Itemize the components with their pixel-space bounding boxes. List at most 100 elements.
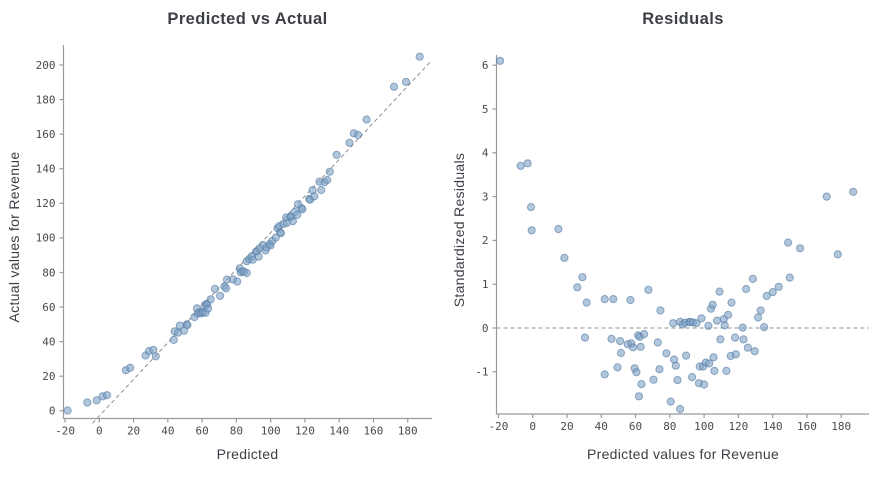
- data-point: [640, 330, 649, 339]
- data-point: [715, 287, 724, 296]
- data-point: [626, 295, 635, 305]
- data-point: [288, 217, 297, 226]
- data-point: [580, 333, 590, 342]
- data-point: [688, 373, 697, 382]
- data-point: [742, 284, 751, 294]
- x-tick-label: 100: [261, 425, 281, 438]
- data-point: [722, 366, 731, 375]
- data-point: [527, 226, 536, 235]
- data-point: [582, 298, 591, 307]
- data-point: [708, 300, 717, 309]
- data-point: [710, 366, 719, 375]
- data-point: [222, 284, 231, 293]
- data-point: [317, 185, 326, 195]
- data-point: [216, 291, 225, 300]
- y-axis-label-standardized-residuals: Standardized Residuals: [451, 152, 467, 308]
- data-point: [712, 316, 722, 325]
- data-point: [616, 337, 625, 346]
- y-tick-label: 60: [42, 301, 55, 314]
- data-point: [750, 347, 759, 356]
- data-point: [743, 343, 752, 352]
- x-tick-label: 100: [694, 420, 714, 433]
- data-point: [727, 298, 736, 307]
- data-point: [609, 295, 618, 304]
- x-tick-label: 0: [529, 420, 536, 433]
- data-point: [554, 224, 563, 234]
- data-point: [720, 321, 729, 330]
- data-point: [242, 268, 251, 278]
- y-tick-label: 120: [36, 197, 56, 210]
- data-point: [607, 334, 616, 343]
- data-point: [666, 397, 675, 406]
- y-tick-label: 6: [482, 59, 489, 72]
- x-tick-label: 120: [728, 420, 748, 433]
- x-tick-label: 120: [295, 425, 315, 438]
- axis-spines: [495, 55, 869, 415]
- data-point: [730, 333, 740, 342]
- data-point: [649, 375, 658, 384]
- data-point: [578, 273, 587, 282]
- data-point: [671, 361, 680, 370]
- data-point: [276, 229, 285, 238]
- data-point: [210, 284, 220, 293]
- x-tick-label: 160: [364, 425, 384, 438]
- y-tick-label: 4: [482, 147, 489, 160]
- y-tick-label: 80: [42, 266, 55, 279]
- data-point: [325, 167, 334, 176]
- x-tick-label: 20: [560, 420, 573, 433]
- data-point: [83, 398, 92, 407]
- x-tick-label: 160: [797, 420, 817, 433]
- data-point: [332, 150, 341, 159]
- data-point: [738, 323, 747, 332]
- axis-spines: [62, 45, 432, 420]
- data-point: [415, 52, 424, 61]
- data-point: [849, 187, 858, 196]
- data-point: [102, 391, 112, 400]
- y-tick-label: 3: [482, 190, 489, 203]
- y-tick-label: 20: [42, 370, 55, 383]
- data-point: [637, 380, 646, 389]
- x-tick-label: 0: [96, 425, 103, 438]
- x-tick-label: 20: [127, 425, 140, 438]
- data-point: [682, 351, 691, 360]
- data-point: [298, 205, 307, 214]
- data-point: [516, 161, 525, 170]
- data-point: [613, 363, 622, 372]
- x-tick-label: 60: [629, 420, 642, 433]
- data-point: [700, 380, 709, 389]
- x-tick-label: 40: [595, 420, 608, 433]
- data-point: [716, 335, 725, 344]
- data-point: [523, 159, 532, 168]
- data-point: [573, 283, 582, 292]
- data-point: [151, 352, 160, 361]
- y-tick-label: 40: [42, 335, 55, 348]
- y-tick-label: -1: [475, 366, 488, 379]
- data-point: [206, 295, 215, 304]
- data-point: [401, 77, 411, 86]
- data-point: [692, 319, 701, 328]
- y-tick-label: 1: [482, 278, 489, 291]
- x-tick-label: 80: [230, 425, 243, 438]
- data-point: [704, 321, 713, 330]
- data-point: [600, 370, 609, 379]
- data-point: [784, 238, 793, 247]
- y-tick-label: 160: [36, 128, 56, 141]
- data-point: [323, 175, 332, 185]
- data-point: [628, 343, 638, 352]
- data-point: [126, 363, 135, 372]
- chart-residuals: -20 0 20 40 60 80 100 120 140 160 180 -1 0 1 2 3 4 5 6: [475, 55, 869, 433]
- y-tick-label: 200: [36, 59, 56, 72]
- y-tick-label: 100: [36, 232, 56, 245]
- data-point: [63, 406, 72, 415]
- x-tick-label: -20: [55, 425, 75, 438]
- data-point: [754, 313, 763, 322]
- data-point: [362, 115, 371, 124]
- data-point: [92, 396, 101, 405]
- data-point: [673, 376, 682, 385]
- data-point: [822, 192, 831, 201]
- y-tick-label: 180: [36, 93, 56, 106]
- data-point: [796, 244, 805, 253]
- data-point: [662, 349, 671, 358]
- x-tick-label: 180: [398, 425, 418, 438]
